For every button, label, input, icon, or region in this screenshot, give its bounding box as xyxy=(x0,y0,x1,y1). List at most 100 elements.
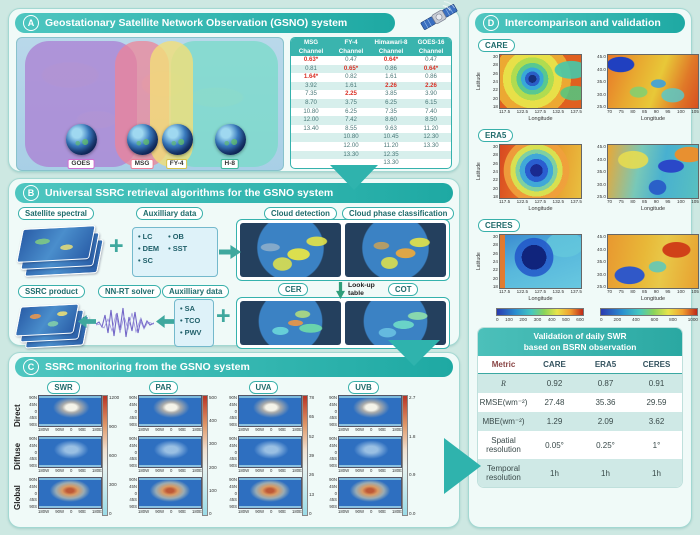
channel-value-cell: 13.30 xyxy=(331,150,371,160)
earth-globe xyxy=(161,124,193,155)
map-block-right: 45.0 40.0 35.0 30.0 25.0 70 75 80 85 90 95 100 105 Lo… xyxy=(589,54,699,124)
row-label-global: Global xyxy=(13,485,22,510)
section-care: CARE Latitude 30 28 26 24 22 20 18 117.5 122.5 127.… xyxy=(476,35,699,124)
row-label-diffuse: Diffuse xyxy=(13,442,22,471)
validation-header-cell: CARE xyxy=(529,356,580,374)
lat-ticks: 90N 45N 0 45S 90S xyxy=(129,477,137,509)
table-row: 0.81 0.65* 0.86 0.64* xyxy=(291,64,451,74)
channel-table-header: FY-4 xyxy=(331,38,371,47)
globe-label-fy-4: FY-4 xyxy=(165,158,188,169)
plus-icon: + xyxy=(216,302,231,330)
lat-ticks: 90N 45N 0 45S 90S xyxy=(329,436,337,468)
metric-cell: RMSE(wm⁻²) xyxy=(479,398,528,407)
value-cell: 27.48 xyxy=(544,398,565,407)
column-group-uva: UVA 90N 45N 0 45S 90S 180W 90W 0 90E 180E 90N 45N 0 45… xyxy=(225,381,323,518)
longitude-axis-label: Longitude xyxy=(640,296,666,302)
world-map-global-swr xyxy=(38,477,102,509)
map-cell: 90N 45N 0 45S 90S 180W 90W 0 90E 180E xyxy=(325,436,402,475)
world-map-global-uva xyxy=(238,477,302,509)
table-row: 3.92 1.61 2.26 2.26 xyxy=(291,81,451,91)
channel-value-cell: 10.80 xyxy=(303,107,319,115)
value-cell: 35.36 xyxy=(595,398,616,407)
lon-ticks: 70 75 80 85 90 95 100 105 xyxy=(607,109,699,114)
horizontal-colorbar-1: 0 100 200 300 400 500 600 xyxy=(496,308,584,322)
satellite-spectral-label: Satellite spectral xyxy=(18,207,94,220)
panel-b-title: Universal SSRC retrieval algorithms for … xyxy=(45,187,334,199)
section-label-ceres: CERES xyxy=(478,219,520,232)
aux-item: SC xyxy=(138,255,159,267)
channel-value-cell: 12.00 xyxy=(343,141,359,149)
channel-value-cell xyxy=(291,150,331,160)
panel-a: A Geostationary Satellite Network Observ… xyxy=(8,8,460,172)
channel-value-cell xyxy=(291,159,331,168)
panel-c-header: C SSRC monitoring from the GSNO system xyxy=(15,357,453,377)
table-row: 0.63* 0.47 0.64* 0.47 xyxy=(291,56,451,65)
earth-globe xyxy=(214,124,246,155)
aux1-list-col1: LCDEMSC xyxy=(138,231,159,273)
auxiliary-data-1-label: Auxilliary data xyxy=(136,207,204,220)
column-group-uvb: UVB 90N 45N 0 45S 90S 180W 90W 0 90E 180E 90N 45N 0 45… xyxy=(325,381,423,518)
lat-ticks: 45.0 40.0 35.0 30.0 25.0 xyxy=(597,54,606,109)
channel-value-cell: 11.20 xyxy=(423,124,439,132)
auxiliary-data-2-label: Auxilliary data xyxy=(162,285,230,298)
panel-d-letter: D xyxy=(483,15,499,31)
map-block-left: Latitude 30 28 26 24 22 20 18 117.5 122.5 127.5 132… xyxy=(476,234,582,304)
colorbar-uvb: 2.7 1.8 0.9 0.0 xyxy=(402,395,423,516)
lon-ticks: 180W 90W 0 90E 180E xyxy=(338,509,402,514)
table-row: 13.30 xyxy=(291,159,451,168)
world-map-global-uvb xyxy=(338,477,402,509)
channel-value-cell: 0.86 xyxy=(371,64,411,74)
channel-value-cell: 6.25 xyxy=(371,98,411,108)
metric-cell: MBE(wm⁻²) xyxy=(482,417,525,426)
lat-ticks: 90N 45N 0 45S 90S xyxy=(129,436,137,468)
map-cell: 90N 45N 0 45S 90S 180W 90W 0 90E 180E xyxy=(25,436,102,475)
table-row: Temporal resolution 1h 1h 1h xyxy=(478,459,682,487)
channel-value-cell: 8.50 xyxy=(411,116,451,125)
aux-item: DEM xyxy=(138,243,159,255)
value-cell: 1h xyxy=(550,468,559,478)
ssrc-product-layers xyxy=(14,303,90,349)
channel-value-cell: 0.64* xyxy=(383,56,399,63)
value-cell: 1° xyxy=(652,440,661,450)
panel-d-header: D Intercomparison and validation xyxy=(475,13,685,33)
channel-value-cell: 7.40 xyxy=(425,107,437,115)
nn-rt-waveform-icon xyxy=(96,307,154,338)
world-map-diffuse-uva xyxy=(238,436,302,468)
care-map-left xyxy=(499,54,582,109)
world-map-diffuse-par xyxy=(138,436,202,468)
horizontal-colorbar-2: 0 200 400 600 800 1000 xyxy=(600,308,698,322)
column-group-swr: SWR 90N 45N 0 45S 90S 180W 90W 0 90E 180E 90N 45N 0 45… xyxy=(25,381,123,518)
validation-table: Validation of daily SWR based on BSRN ob… xyxy=(477,327,683,488)
longitude-axis-label: Longitude xyxy=(528,206,553,212)
section-ceres: CERES Latitude 30 28 26 24 22 20 18 117.5 122.5 127… xyxy=(476,215,699,304)
map-cell: 90N 45N 0 45S 90S 180W 90W 0 90E 180E xyxy=(25,395,102,434)
channel-table-header: MSG xyxy=(291,38,331,47)
horizontal-colorbars: 0 100 200 300 400 500 600 0 200 400 600 800 1000 xyxy=(496,308,698,322)
channel-value-cell xyxy=(291,133,331,142)
lon-ticks: 117.5 122.5 127.5 132.5 137.5 xyxy=(499,109,582,114)
panel-d-body: CARE Latitude 30 28 26 24 22 20 18 117.5 122.5 127.… xyxy=(469,35,699,488)
lat-ticks: 90N 45N 0 45S 90S xyxy=(229,477,237,509)
earth-globe xyxy=(65,124,97,155)
value-cell: 0.25° xyxy=(596,440,615,450)
channel-value-cell: 9.63 xyxy=(385,124,397,132)
table-row: 12.00 7.42 8.60 8.50 xyxy=(291,116,451,125)
lon-ticks: 180W 90W 0 90E 180E xyxy=(338,468,402,473)
channel-value-cell: 2.26 xyxy=(371,81,411,91)
table-row: 13.40 8.55 9.63 11.20 xyxy=(291,125,451,134)
column-label-par: PAR xyxy=(148,381,179,394)
lon-ticks: 180W 90W 0 90E 180E xyxy=(338,427,402,432)
table-row: 10.80 10.45 12.30 xyxy=(291,133,451,142)
section-label-care: CARE xyxy=(478,39,515,52)
value-cell: 1h xyxy=(652,468,661,478)
map-block-right: 45.0 40.0 35.0 30.0 25.0 70 75 80 85 90 95 100 105 Lo… xyxy=(589,234,699,304)
value-cell: 0.05° xyxy=(545,440,564,450)
column-label-swr: SWR xyxy=(47,381,80,394)
panel-d: D Intercomparison and validation CARE Lat… xyxy=(468,8,699,528)
ceres-map-right xyxy=(607,234,699,289)
cloud-detection-label: Cloud detection xyxy=(264,207,337,220)
longitude-axis-label: Longitude xyxy=(640,206,666,212)
table-row: MBE(wm⁻²) 1.29 2.09 3.62 xyxy=(478,412,682,431)
map-cell: 90N 45N 0 45S 90S 180W 90W 0 90E 180E xyxy=(225,477,302,516)
value-cell: 0.92 xyxy=(546,379,563,388)
